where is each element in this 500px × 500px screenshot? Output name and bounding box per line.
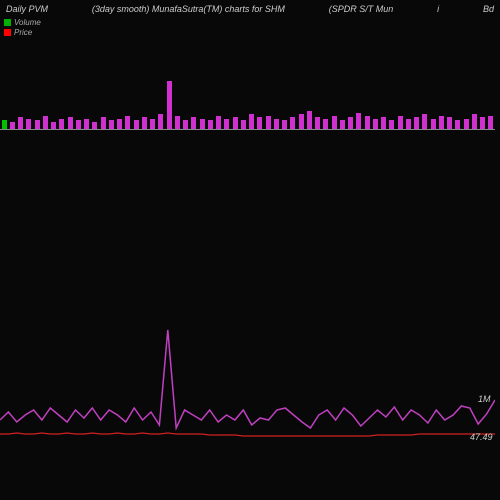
volume-bar	[488, 116, 493, 130]
volume-bar	[257, 117, 262, 129]
volume-bar	[282, 120, 287, 129]
volume-bar	[158, 114, 163, 129]
volume-bar	[274, 119, 279, 130]
legend-item-volume: Volume	[4, 18, 41, 27]
volume-bar	[175, 116, 180, 130]
volume-bar	[134, 120, 139, 129]
header-left: Daily PVM	[6, 4, 48, 14]
legend: Volume Price	[4, 18, 41, 38]
volume-bar	[150, 119, 155, 130]
volume-bar	[266, 116, 271, 130]
volume-bar	[340, 120, 345, 129]
line-chart-panel	[0, 250, 495, 450]
volume-bar	[464, 119, 469, 130]
volume-bar	[447, 117, 452, 129]
volume-bar	[92, 122, 97, 130]
volume-bar	[431, 119, 436, 130]
volume-bar	[142, 117, 147, 129]
volume-bar	[373, 119, 378, 130]
legend-item-price: Price	[4, 28, 41, 37]
header-mid1: (3day smooth) MunafaSutra(TM) charts for…	[92, 4, 285, 14]
volume-bar	[315, 117, 320, 129]
volume-bar	[224, 119, 229, 130]
volume-bar	[84, 119, 89, 130]
volume-bar	[365, 116, 370, 130]
volume-bar	[183, 120, 188, 129]
volume-axis-label: 1M	[478, 394, 491, 404]
volume-bar	[233, 117, 238, 129]
volume-bar	[323, 119, 328, 130]
header-mid2: (SPDR S/T Mun	[329, 4, 394, 14]
volume-bar	[43, 116, 48, 130]
volume-bar	[59, 119, 64, 130]
chart-header: Daily PVM (3day smooth) MunafaSutra(TM) …	[0, 0, 500, 18]
legend-label-price: Price	[14, 28, 32, 37]
volume-bar	[381, 117, 386, 129]
volume-bar	[26, 119, 31, 130]
volume-bar	[200, 119, 205, 130]
volume-bar	[191, 117, 196, 129]
volume-bar	[216, 116, 221, 130]
volume-bar	[76, 120, 81, 129]
price-axis-label: 47.49	[470, 432, 493, 442]
volume-bar	[406, 119, 411, 130]
volume-bar	[101, 117, 106, 129]
volume-bar	[414, 117, 419, 129]
volume-bar	[398, 116, 403, 130]
volume-bar	[332, 116, 337, 130]
volume-bar-panel	[0, 80, 495, 130]
volume-bar	[51, 122, 56, 130]
volume-bar	[348, 117, 353, 129]
volume-bar	[125, 116, 130, 130]
volume-bar	[389, 120, 394, 129]
volume-baseline	[0, 129, 495, 130]
volume-bar	[422, 114, 427, 129]
header-mid3: i	[437, 4, 439, 14]
legend-label-volume: Volume	[14, 18, 41, 27]
volume-line	[0, 330, 495, 428]
volume-bar	[299, 114, 304, 129]
volume-bar	[10, 122, 15, 130]
volume-bar	[241, 120, 246, 129]
line-chart-svg	[0, 250, 495, 450]
volume-bar	[117, 119, 122, 130]
volume-bar	[439, 116, 444, 130]
volume-bar	[68, 117, 73, 129]
volume-bar	[472, 114, 477, 129]
volume-bar	[35, 120, 40, 129]
legend-swatch-price	[4, 29, 11, 36]
volume-bar	[290, 117, 295, 129]
price-line	[0, 433, 495, 436]
volume-bar	[208, 120, 213, 129]
legend-swatch-volume	[4, 19, 11, 26]
volume-bar	[109, 120, 114, 129]
header-right: Bd	[483, 4, 494, 14]
volume-bar	[167, 81, 172, 129]
volume-bar	[307, 111, 312, 129]
volume-bar	[2, 120, 7, 129]
volume-bar	[480, 117, 485, 129]
volume-bar	[249, 114, 254, 129]
volume-bar	[356, 113, 361, 130]
volume-bar	[18, 117, 23, 129]
volume-bar	[455, 120, 460, 129]
